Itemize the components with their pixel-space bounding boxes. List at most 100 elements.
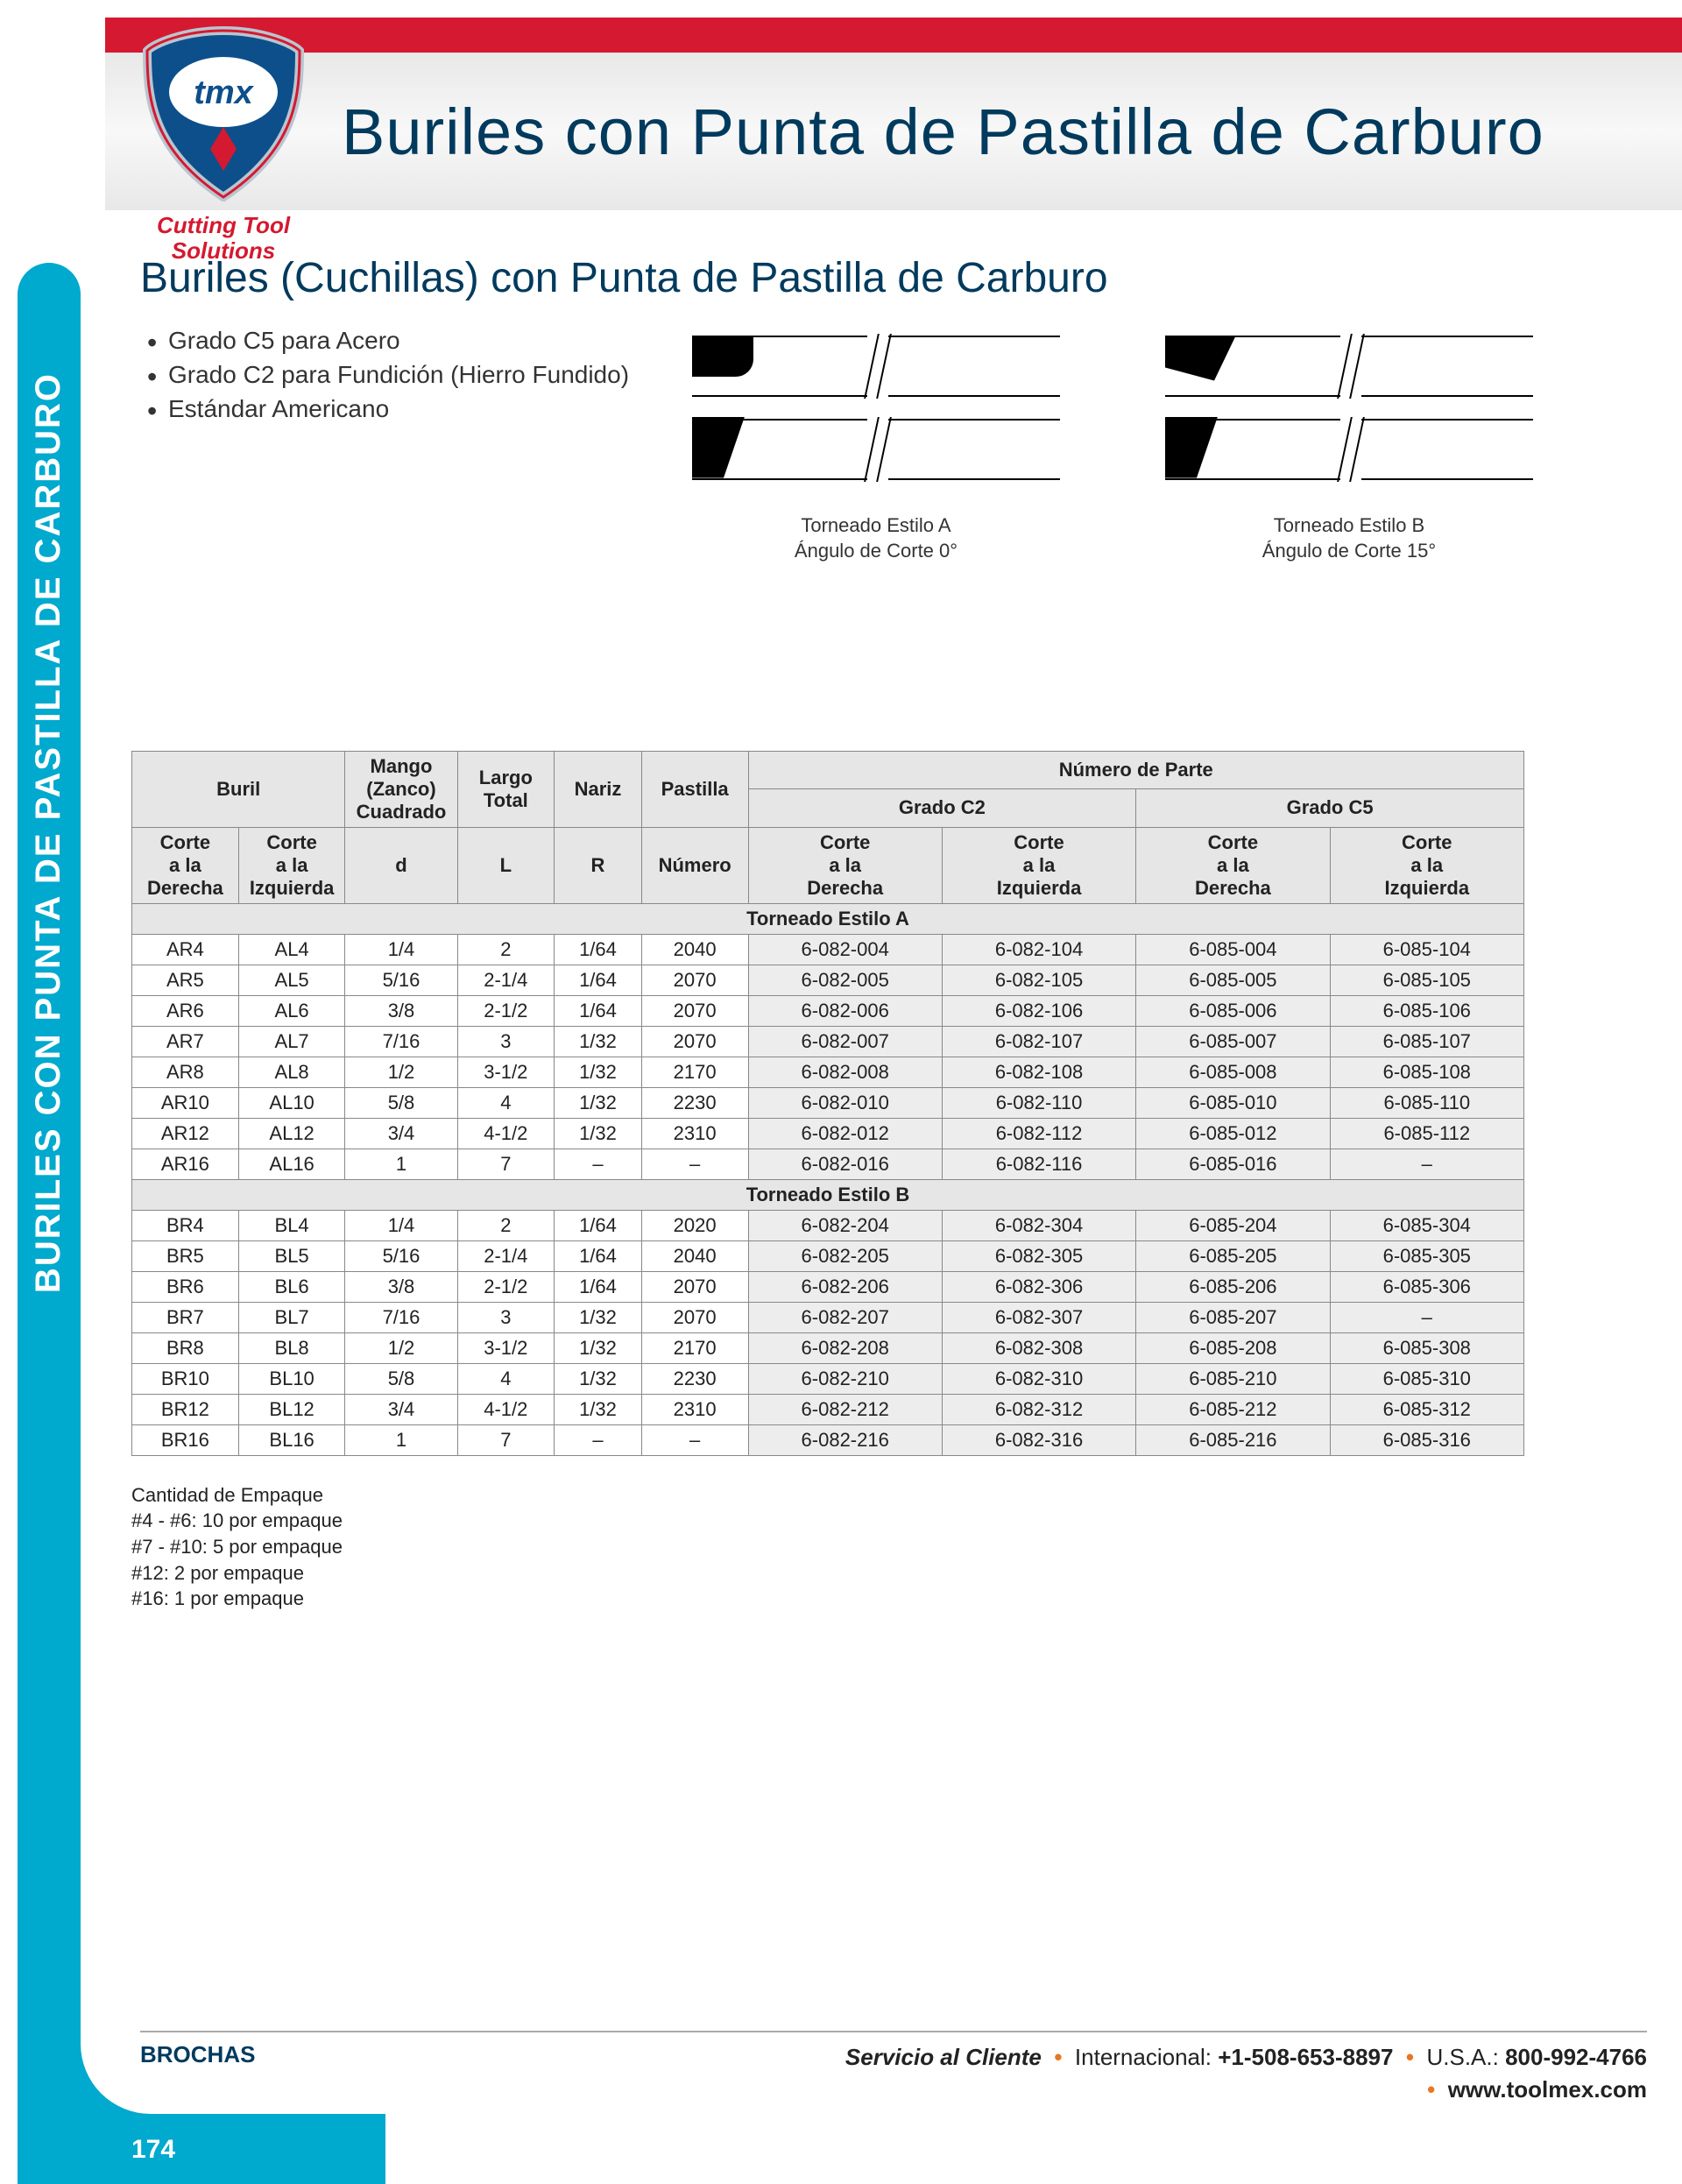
table-cell: 6-085-105	[1330, 965, 1523, 995]
table-cell: 6-085-205	[1136, 1240, 1330, 1271]
table-cell: AL6	[238, 995, 345, 1026]
table-cell: 2-1/2	[457, 995, 555, 1026]
table-cell: AR7	[132, 1026, 239, 1057]
table-cell: 6-085-016	[1136, 1149, 1330, 1179]
table-cell: 2070	[641, 965, 748, 995]
table-cell: AR5	[132, 965, 239, 995]
pack-notes-line: #16: 1 por empaque	[131, 1586, 1629, 1612]
table-cell: 6-085-004	[1136, 934, 1330, 965]
table-cell: 1/2	[345, 1332, 457, 1363]
table-cell: 2070	[641, 995, 748, 1026]
table-cell: 1/64	[555, 1210, 642, 1240]
table-cell: BR12	[132, 1394, 239, 1424]
table-cell: 6-082-107	[942, 1026, 1135, 1057]
th-grado-c2: Grado C2	[748, 789, 1136, 828]
table-cell: 6-082-207	[748, 1302, 942, 1332]
table-cell: 2020	[641, 1210, 748, 1240]
table-cell: 2-1/4	[457, 1240, 555, 1271]
table-cell: 2070	[641, 1271, 748, 1302]
table-cell: 6-085-308	[1330, 1332, 1523, 1363]
table-cell: 1/64	[555, 934, 642, 965]
th-grado-c5: Grado C5	[1136, 789, 1524, 828]
table-cell: 6-085-110	[1330, 1087, 1523, 1118]
footer-category: BROCHAS	[140, 2041, 255, 2105]
table-cell: 1/32	[555, 1332, 642, 1363]
diagram-style-a: Torneado Estilo A Ángulo de Corte 0°	[692, 315, 1060, 563]
table-cell: AL10	[238, 1087, 345, 1118]
table-cell: 3	[457, 1302, 555, 1332]
table-cell: 6-085-008	[1136, 1057, 1330, 1087]
spec-table-body: Torneado Estilo AAR4AL41/421/6420406-082…	[132, 903, 1524, 1455]
table-cell: 6-082-106	[942, 995, 1135, 1026]
table-cell: BR6	[132, 1271, 239, 1302]
spec-table: Buril Mango (Zanco) Cuadrado Largo Total…	[131, 751, 1524, 1456]
side-tab-label: BURILES CON PUNTA DE PASTILLA DE CARBURO	[30, 371, 69, 1292]
table-section-label: Torneado Estilo B	[132, 1179, 1524, 1210]
table-cell: 2230	[641, 1363, 748, 1394]
table-cell: 6-082-005	[748, 965, 942, 995]
table-cell: 1/64	[555, 965, 642, 995]
diagram-row: Torneado Estilo A Ángulo de Corte 0° Tor…	[692, 315, 1533, 563]
th-corte-izq: Corte a la Izquierda	[238, 827, 345, 903]
page-number: 174	[131, 2135, 175, 2165]
table-cell: –	[1330, 1302, 1523, 1332]
table-cell: BR5	[132, 1240, 239, 1271]
shield-icon: tmx	[140, 26, 307, 201]
table-cell: 1/32	[555, 1118, 642, 1149]
table-row: BR10BL105/841/3222306-082-2106-082-3106-…	[132, 1363, 1524, 1394]
table-row: AR6AL63/82-1/21/6420706-082-0066-082-106…	[132, 995, 1524, 1026]
table-cell: 6-082-208	[748, 1332, 942, 1363]
table-cell: 6-085-310	[1330, 1363, 1523, 1394]
table-cell: 6-082-104	[942, 934, 1135, 965]
table-cell: 6-082-016	[748, 1149, 942, 1179]
table-row: BR12BL123/44-1/21/3223106-082-2126-082-3…	[132, 1394, 1524, 1424]
table-cell: 1/64	[555, 1271, 642, 1302]
table-cell: 4-1/2	[457, 1118, 555, 1149]
table-cell: 6-085-216	[1136, 1424, 1330, 1455]
table-cell: 6-082-210	[748, 1363, 942, 1394]
pack-notes-line: #4 - #6: 10 por empaque	[131, 1508, 1629, 1534]
table-cell: AL8	[238, 1057, 345, 1087]
table-row: AR12AL123/44-1/21/3223106-082-0126-082-1…	[132, 1118, 1524, 1149]
table-cell: –	[641, 1424, 748, 1455]
table-cell: 6-085-210	[1136, 1363, 1330, 1394]
table-cell: AR4	[132, 934, 239, 965]
table-cell: 6-082-112	[942, 1118, 1135, 1149]
table-cell: BL10	[238, 1363, 345, 1394]
table-cell: BR7	[132, 1302, 239, 1332]
page-title: Buriles con Punta de Pastilla de Carburo	[342, 95, 1544, 169]
table-cell: 6-082-007	[748, 1026, 942, 1057]
table-cell: 1/32	[555, 1026, 642, 1057]
table-cell: 6-085-107	[1330, 1026, 1523, 1057]
table-cell: 6-082-108	[942, 1057, 1135, 1087]
section-subtitle: Buriles (Cuchillas) con Punta de Pastill…	[140, 254, 1629, 302]
table-cell: 6-085-112	[1330, 1118, 1523, 1149]
pack-notes-line: #12: 2 por empaque	[131, 1560, 1629, 1587]
table-cell: 6-085-204	[1136, 1210, 1330, 1240]
footer-contact: Servicio al Cliente • Internacional: +1-…	[845, 2041, 1647, 2105]
table-cell: 7	[457, 1424, 555, 1455]
table-cell: 1/64	[555, 1240, 642, 1271]
table-cell: 6-085-208	[1136, 1332, 1330, 1363]
table-row: AR7AL77/1631/3220706-082-0076-082-1076-0…	[132, 1026, 1524, 1057]
table-cell: 6-082-204	[748, 1210, 942, 1240]
table-cell: 6-082-105	[942, 965, 1135, 995]
table-cell: AR12	[132, 1118, 239, 1149]
table-cell: 6-085-312	[1330, 1394, 1523, 1424]
table-cell: 6-085-212	[1136, 1394, 1330, 1424]
table-cell: 2	[457, 1210, 555, 1240]
table-row: AR16AL1617––6-082-0166-082-1166-085-016–	[132, 1149, 1524, 1179]
table-cell: 3/4	[345, 1118, 457, 1149]
table-cell: 3-1/2	[457, 1332, 555, 1363]
table-row: AR5AL55/162-1/41/6420706-082-0056-082-10…	[132, 965, 1524, 995]
table-cell: AL5	[238, 965, 345, 995]
catalog-page: Buriles con Punta de Pastilla de Carburo…	[0, 0, 1682, 2184]
table-cell: 2040	[641, 934, 748, 965]
table-cell: 6-085-306	[1330, 1271, 1523, 1302]
table-cell: 2-1/4	[457, 965, 555, 995]
table-row: AR8AL81/23-1/21/3221706-082-0086-082-108…	[132, 1057, 1524, 1087]
table-cell: AR6	[132, 995, 239, 1026]
table-cell: 6-082-310	[942, 1363, 1135, 1394]
pack-notes: Cantidad de Empaque #4 - #6: 10 por empa…	[131, 1482, 1629, 1612]
th-corte-der: Corte a la Derecha	[132, 827, 239, 903]
